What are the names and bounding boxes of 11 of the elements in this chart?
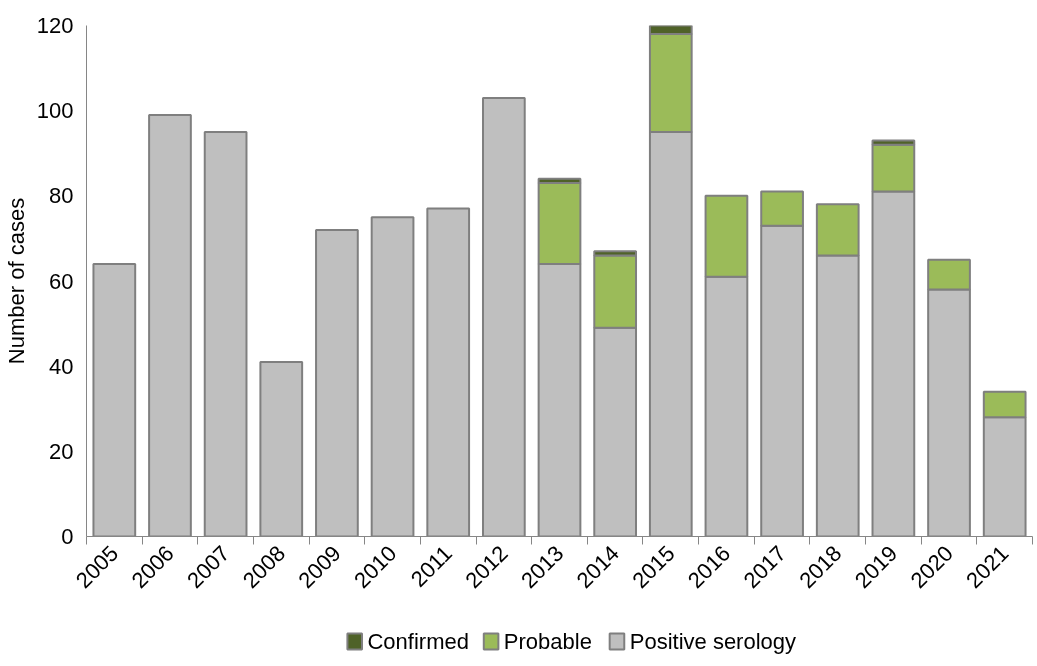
y-tick-label: 80 xyxy=(49,183,74,209)
legend-label: Confirmed xyxy=(367,629,469,654)
y-tick-label: 40 xyxy=(49,353,74,379)
y-tick-label: 0 xyxy=(61,524,74,549)
y-tick-label: 60 xyxy=(49,268,74,294)
y-tick-label: 120 xyxy=(36,13,74,38)
legend-label: Probable xyxy=(503,629,592,654)
y-tick-label: 100 xyxy=(36,98,74,124)
legend-label: Positive serology xyxy=(629,629,797,654)
y-tick-label: 20 xyxy=(49,438,74,464)
y-axis-title: Number of cases xyxy=(3,197,29,365)
